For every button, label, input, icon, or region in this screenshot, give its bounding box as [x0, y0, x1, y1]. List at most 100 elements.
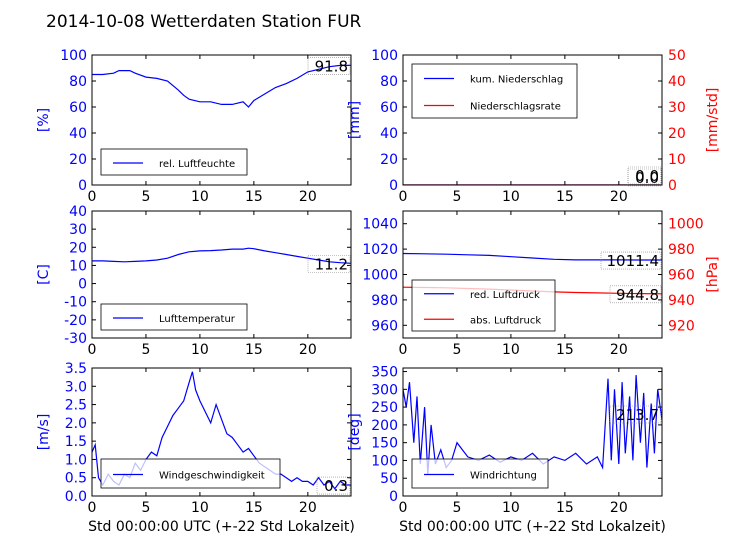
y-tick-label: 10	[69, 258, 87, 274]
y-right-tick-label: 940	[668, 293, 695, 309]
x-tick-label: 20	[610, 342, 628, 358]
x-tick-label: 10	[191, 189, 209, 205]
axes-frame	[91, 54, 352, 186]
legend-label: Niederschlagsrate	[470, 102, 561, 113]
value-label-box	[316, 476, 351, 495]
legend-label: Lufttemperatur	[159, 314, 236, 325]
legend-frame	[100, 458, 281, 489]
x-tick-label: 0	[88, 342, 97, 358]
chart-panel-3: 0 5 10 15 20 -30 -20 -10 0 10 20 30 40 [C] Lufttempera…	[36, 204, 352, 358]
y-tick-label: 20	[380, 152, 398, 168]
y-right-tick-label: 30	[668, 100, 686, 116]
y-tick-label: 1000	[362, 268, 398, 284]
value-label-box	[600, 251, 662, 270]
chart-panel-1: 0 5 10 15 20 0 20 40 60 80 100 [%] rel. Luftfeuchte 9…	[36, 48, 352, 205]
y-tick-label: 3.5	[65, 361, 87, 377]
x-tick-label: 10	[502, 189, 520, 205]
y-axis-label: [m/s]	[36, 414, 52, 451]
legend-label: abs. Luftdruck	[470, 315, 541, 326]
x-tick-label: 5	[452, 500, 461, 516]
x-tick-label: 5	[141, 342, 150, 358]
y-tick-label: 0	[78, 277, 87, 293]
y-tick-label: 350	[371, 365, 398, 381]
y-right-tick-label: 980	[668, 242, 695, 258]
legend: kum. Niederschlag Niederschlagsrate	[411, 63, 578, 119]
y-tick-label: 1.5	[65, 434, 87, 450]
y-right-tick-label: 10	[668, 152, 686, 168]
y-tick-label: 60	[69, 100, 87, 116]
figure-title: 2014-10-08 Wetterdaten Station FUR	[46, 12, 362, 32]
legend-label: rel. Luftfeuchte	[159, 159, 235, 170]
y-tick-label: 2.0	[65, 416, 87, 432]
chart-panel-2: 0 5 10 15 20 0 20 40 60 80 100 0 10 20 30 40 50 [mm] [mm/s…	[347, 48, 721, 205]
value-label-box	[307, 57, 351, 75]
x-tick-label: 15	[556, 500, 574, 516]
y-right-tick-label: 50	[668, 48, 686, 64]
y-right-axis-label: [mm/std]	[705, 88, 721, 153]
y-right-tick-label: 1000	[668, 217, 704, 233]
y-axis-label: [%]	[36, 108, 52, 132]
x-tick-label: 10	[502, 342, 520, 358]
value-label: 1011.4	[607, 252, 660, 270]
y-tick-label: 40	[69, 204, 87, 220]
y-tick-label: 960	[371, 318, 398, 334]
y-tick-label: -30	[64, 331, 87, 347]
chart-panel-5: 0 5 10 15 20 0.0 0.5 1.0 1.5 2.0 2.5 3.0 3.5 [m/s] Std…	[36, 361, 355, 535]
legend-label: red. Luftdruck	[470, 290, 540, 301]
y-axis-label: [deg]	[347, 413, 363, 450]
axes-frame	[402, 367, 663, 497]
y-tick-label: 200	[371, 418, 398, 434]
legend: red. Luftdruck abs. Luftdruck	[411, 279, 556, 332]
x-tick-label: 10	[502, 500, 520, 516]
y-tick-label: 0	[389, 178, 398, 194]
x-tick-label: 15	[245, 189, 263, 205]
y-tick-label: 0.0	[65, 489, 87, 505]
y-tick-label: 80	[69, 74, 87, 90]
x-tick-label: 20	[299, 189, 317, 205]
x-tick-label: 15	[556, 189, 574, 205]
x-tick-label: 5	[452, 189, 461, 205]
x-tick-label: 10	[191, 500, 209, 516]
y-tick-label: 100	[371, 48, 398, 64]
y-tick-label: 1.0	[65, 452, 87, 468]
y-tick-label: 3.0	[65, 379, 87, 395]
x-tick-label: 5	[141, 189, 150, 205]
y-tick-label: 150	[371, 436, 398, 452]
x-axis-label: Std 00:00:00 UTC (+-22 Std Lokalzeit)	[88, 519, 355, 535]
y-tick-label: 1020	[362, 242, 398, 258]
value-label-right-box	[627, 168, 662, 187]
y-tick-label: -10	[64, 295, 87, 311]
x-tick-label: 5	[141, 500, 150, 516]
y-tick-label: 0	[78, 178, 87, 194]
y-tick-label: 2.5	[65, 398, 87, 414]
y-tick-label: 100	[371, 453, 398, 469]
value-label-box	[627, 166, 662, 185]
y-right-tick-label: 920	[668, 318, 695, 334]
value-label: 0.3	[324, 477, 348, 495]
x-tick-label: 0	[88, 189, 97, 205]
x-tick-label: 10	[191, 342, 209, 358]
axes-frame	[402, 54, 663, 186]
value-label: 0.0	[635, 167, 659, 185]
value-label: 11.2	[315, 255, 348, 273]
legend: Windgeschwindigkeit	[100, 458, 281, 489]
y-tick-label: 0.5	[65, 471, 87, 487]
x-tick-label: 20	[610, 500, 628, 516]
y-tick-label: 50	[380, 471, 398, 487]
y-right-axis-label: [hPa]	[705, 256, 721, 292]
y-tick-label: 80	[380, 74, 398, 90]
y-tick-label: 60	[380, 100, 398, 116]
y-right-tick-label: 0	[668, 178, 677, 194]
series-line-1	[92, 64, 351, 108]
value-label: 213.7	[616, 406, 659, 424]
series-line-1	[92, 247, 351, 264]
x-tick-label: 15	[245, 342, 263, 358]
legend-label: Windrichtung	[470, 471, 537, 482]
value-label-box	[307, 254, 351, 273]
y-axis-label: [C]	[36, 264, 52, 285]
y-tick-label: 100	[60, 48, 87, 64]
y-axis-label: [mm]	[347, 101, 363, 139]
y-tick-label: 30	[69, 222, 87, 238]
y-tick-label: 20	[69, 240, 87, 256]
legend-frame	[411, 63, 578, 119]
